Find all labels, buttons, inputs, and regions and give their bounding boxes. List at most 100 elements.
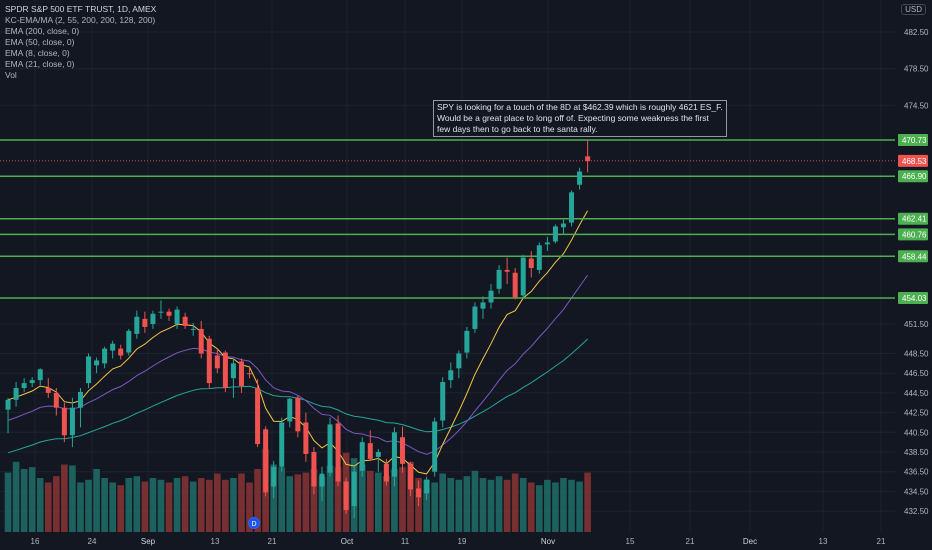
legend-indicator-ema50[interactable]: EMA (50, close, 0) [5, 37, 75, 47]
volume-bar [310, 469, 318, 532]
candlesticks [5, 140, 591, 518]
legend-indicator-ema21[interactable]: EMA (21, close, 0) [5, 59, 75, 69]
volume-bar [157, 479, 165, 532]
candle-body [488, 290, 494, 303]
candle-body [528, 258, 534, 269]
volume-bar [326, 465, 334, 532]
level-price-tag[interactable] [898, 292, 928, 304]
time-tick-label: 13 [819, 537, 828, 546]
volume-bar [254, 469, 261, 532]
volume-bar [552, 482, 559, 532]
level-price-tag[interactable] [898, 134, 928, 146]
candle-body [102, 348, 108, 364]
dividend-marker[interactable] [248, 517, 260, 529]
level-price-tag[interactable] [898, 170, 928, 183]
candle-body [520, 257, 526, 296]
candle-body [21, 383, 27, 388]
candle-body [504, 269, 510, 272]
price-tick-label: 478.50 [904, 65, 929, 74]
legend-indicator-ema8[interactable]: EMA (8, close, 0) [5, 48, 70, 58]
legend-indicator-vol[interactable]: Vol [5, 70, 17, 80]
volume-bar [109, 482, 116, 532]
candle-body [190, 328, 196, 330]
volume-bar [205, 479, 213, 532]
candle-body [343, 481, 349, 511]
volume-bar [238, 473, 245, 532]
price-tick-label: 451.50 [904, 320, 929, 329]
time-tick-label: 24 [88, 537, 97, 546]
candle-body [383, 463, 389, 482]
level-price-tag[interactable] [898, 228, 928, 241]
candle-body [472, 306, 478, 329]
currency-selector[interactable]: USD [901, 4, 926, 15]
candle-body [480, 302, 486, 309]
volume-bar [28, 467, 36, 532]
legend-indicator-ema200[interactable]: EMA (200, close, 0) [5, 26, 80, 36]
volume-bar [53, 476, 60, 532]
candle-body [432, 421, 438, 472]
time-tick-label: Sep [141, 537, 156, 546]
candle-body [536, 245, 542, 270]
volume-bar [471, 470, 479, 532]
volume-bar [173, 478, 181, 532]
volume-bar [455, 479, 463, 532]
volume-bar [149, 478, 157, 532]
candle-body [86, 356, 92, 384]
last-price-tag-text: 468.53 [902, 157, 927, 166]
candle-body [247, 373, 253, 375]
candle-body [319, 473, 325, 487]
volume-bar [4, 472, 12, 532]
time-tick-label: Oct [341, 537, 354, 546]
candle-body [174, 309, 180, 324]
volume-bar [181, 476, 189, 532]
volume-bar [302, 472, 310, 532]
volume-bar [495, 476, 503, 532]
price-tick-label: 440.50 [904, 428, 929, 437]
candle-body [496, 269, 502, 289]
volume-bar [536, 485, 543, 532]
legend-indicator-kc[interactable]: KC-EMA/MA (2, 55, 200, 200, 128, 200) [5, 15, 156, 25]
annotation-note[interactable]: SPY is looking for a touch of the 8D at … [433, 100, 727, 137]
candle-body [424, 479, 430, 494]
volume-bar [133, 476, 141, 532]
price-tick-label: 442.50 [904, 409, 929, 418]
volume-bar [366, 470, 374, 532]
level-price-tag[interactable] [898, 212, 928, 225]
volume-bar [431, 482, 438, 532]
candle-body [263, 429, 269, 493]
candle-body [198, 328, 204, 354]
candle-body [351, 471, 357, 507]
candle-body [206, 338, 212, 384]
candle-body [295, 397, 301, 432]
price-tick-label: 448.50 [904, 350, 929, 359]
volume-bar [511, 473, 519, 532]
candle-body [118, 348, 124, 356]
price-axis[interactable]: 432.50 434.50 436.50 438.50 440.50 442.50 444.… [895, 0, 932, 550]
level-price-tag-text: 466.90 [902, 172, 927, 181]
volume-bar [560, 478, 567, 532]
time-tick-label: 15 [626, 537, 635, 546]
volume-bar [286, 476, 294, 532]
level-price-tag[interactable] [898, 250, 928, 263]
price-tick-label: 482.50 [904, 28, 929, 37]
volume-bars [4, 449, 591, 532]
candle-body [110, 343, 116, 351]
volume-bar [85, 479, 92, 532]
candle-body [214, 355, 220, 369]
grid-lines [0, 0, 895, 532]
volume-bar [479, 478, 487, 532]
event-marker[interactable]: D [248, 517, 260, 529]
volume-bar [358, 464, 366, 532]
candle-body [150, 313, 156, 324]
volume-bar [189, 481, 197, 532]
candle-body [182, 316, 188, 326]
horizontal-levels[interactable] [0, 139, 895, 299]
volume-bar [568, 479, 575, 532]
time-axis[interactable]: 16 24 Sep 13 21 Oct 11 19 Nov 15 21 Dec 13 21 [0, 532, 895, 550]
level-price-tag-text: 454.03 [902, 294, 927, 303]
volume-bar [503, 479, 511, 532]
volume-bar [294, 474, 302, 532]
candle-body [552, 226, 558, 242]
last-price-tag[interactable] [898, 154, 928, 167]
